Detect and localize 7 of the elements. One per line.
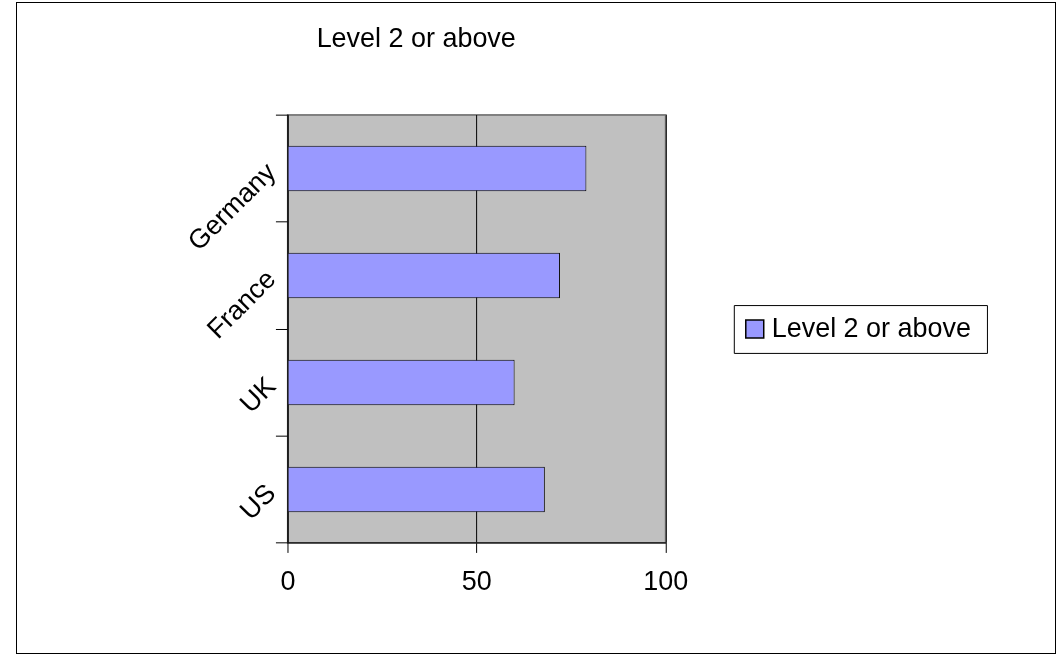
- y-tick-label: US: [233, 477, 282, 526]
- y-tick-label: UK: [233, 370, 282, 419]
- chart-title: Level 2 or above: [316, 22, 516, 53]
- x-tick-label: 0: [280, 566, 296, 597]
- x-tick-label: 50: [461, 566, 492, 597]
- x-tick-label: 100: [643, 566, 689, 597]
- legend-label: Level 2 or above: [771, 313, 971, 344]
